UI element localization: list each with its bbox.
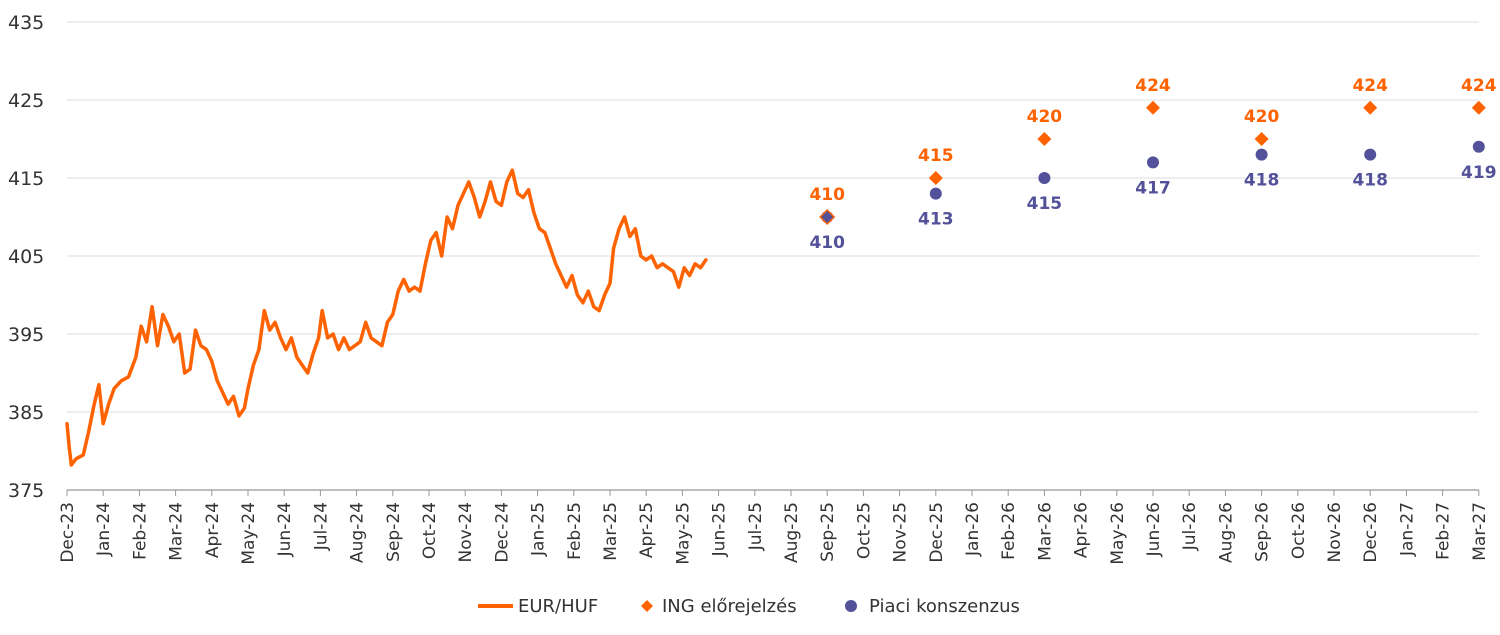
legend-label-ing: ING előrejelzés <box>662 596 797 617</box>
x-tick-label-Apr-24: Apr-24 <box>203 502 223 558</box>
ing-point-Sep-25 <box>819 208 836 226</box>
x-tick-label-Jan-26: Jan-26 <box>963 502 983 557</box>
x-tick-label-Jun-26: Jun-26 <box>1144 502 1164 557</box>
ing-label-Sep-25: 410 <box>809 185 845 205</box>
consensus-point-Mar-26 <box>1038 172 1051 184</box>
x-tick-label-Nov-25: Nov-25 <box>891 502 911 563</box>
ing-label-Dec-25: 415 <box>918 146 954 166</box>
ing-point-Sep-26 <box>1254 132 1269 146</box>
x-tick-label-Nov-26: Nov-26 <box>1325 502 1345 563</box>
ing-label-Mar-26: 420 <box>1027 107 1063 127</box>
x-tick-label-Jun-25: Jun-25 <box>710 502 730 557</box>
x-tick-label-Feb-25: Feb-25 <box>565 502 585 560</box>
y-tick-label-395: 395 <box>8 324 44 346</box>
eurhuf-line <box>65 168 708 467</box>
x-tick-label-Jan-25: Jan-25 <box>529 502 549 557</box>
x-tick-label-Apr-25: Apr-25 <box>637 502 657 558</box>
ing-point-Mar-26 <box>1037 132 1052 146</box>
x-tick-label-Sep-24: Sep-24 <box>384 502 404 562</box>
x-tick-label-Jul-25: Jul-25 <box>746 502 766 551</box>
x-tick-label-Oct-26: Oct-26 <box>1289 502 1309 559</box>
x-tick-label-Aug-25: Aug-25 <box>782 502 802 563</box>
ing-label-Sep-26: 420 <box>1244 107 1280 127</box>
consensus-label-Dec-26: 418 <box>1352 171 1388 191</box>
x-tick-label-Sep-26: Sep-26 <box>1253 502 1273 562</box>
x-tick-label-Jan-24: Jan-24 <box>94 502 114 557</box>
consensus-point-Jun-26 <box>1147 156 1159 169</box>
plot-area <box>65 100 1486 467</box>
y-tick-label-385: 385 <box>8 402 44 424</box>
x-tick-label-Dec-24: Dec-24 <box>492 502 512 563</box>
x-tick-label-Jul-24: Jul-24 <box>311 502 331 551</box>
x-tick-label-May-25: May-25 <box>673 502 693 565</box>
x-tick-label-Dec-23: Dec-23 <box>58 502 78 563</box>
ing-label-Mar-27: 424 <box>1461 76 1497 96</box>
y-tick-label-415: 415 <box>8 168 44 190</box>
x-tick-label-Mar-26: Mar-26 <box>1035 502 1055 561</box>
legend-swatch-ing <box>641 600 653 612</box>
ing-point-Dec-25 <box>928 171 943 185</box>
x-tick-label-Oct-25: Oct-25 <box>854 502 874 559</box>
consensus-label-Mar-27: 419 <box>1461 163 1497 183</box>
y-tick-label-435: 435 <box>8 12 44 34</box>
x-tick-label-Oct-24: Oct-24 <box>420 502 440 559</box>
consensus-point-Mar-27 <box>1472 140 1485 153</box>
x-tick-label-May-24: May-24 <box>239 502 259 565</box>
x-tick-label-Dec-25: Dec-25 <box>927 502 947 563</box>
ing-point-Mar-27 <box>1471 100 1486 115</box>
x-tick-label-Aug-26: Aug-26 <box>1216 502 1236 563</box>
consensus-label-Jun-26: 417 <box>1135 178 1171 198</box>
legend-label-consensus: Piaci konszenzus <box>869 596 1020 617</box>
x-axis: Dec-23 Jan-24 Feb-24 Mar-24 Apr-24 May-24 Jun-… <box>58 489 1490 565</box>
consensus-point-Sep-26 <box>1255 148 1268 161</box>
gridlines <box>67 21 1479 413</box>
y-tick-label-405: 405 <box>8 246 44 268</box>
y-axis: 375 385 395 405 415 425 435 <box>8 12 44 502</box>
x-tick-label-Apr-26: Apr-26 <box>1072 502 1092 558</box>
x-tick-label-Nov-24: Nov-24 <box>456 502 476 563</box>
legend-label-eurhuf: EUR/HUF <box>518 596 598 617</box>
ing-point-Jun-26 <box>1146 100 1160 115</box>
x-tick-label-Mar-27: Mar-27 <box>1470 502 1490 561</box>
x-tick-label-Feb-26: Feb-26 <box>999 502 1019 560</box>
x-tick-label-Mar-24: Mar-24 <box>167 502 187 561</box>
ing-point-Dec-26 <box>1363 100 1378 115</box>
y-tick-label-425: 425 <box>8 90 44 112</box>
x-tick-label-Jan-27: Jan-27 <box>1397 502 1417 557</box>
consensus-point-Dec-25 <box>929 187 942 200</box>
x-tick-label-Aug-24: Aug-24 <box>348 502 368 563</box>
consensus-label-Dec-25: 413 <box>918 210 954 230</box>
x-tick-label-Feb-27: Feb-27 <box>1434 502 1454 560</box>
legend-swatch-consensus <box>845 600 857 612</box>
x-tick-label-Mar-25: Mar-25 <box>601 502 621 561</box>
x-tick-label-May-26: May-26 <box>1108 502 1128 565</box>
x-tick-label-Jun-24: Jun-24 <box>275 502 295 557</box>
consensus-label-Mar-26: 415 <box>1027 194 1063 214</box>
ing-label-Jun-26: 424 <box>1135 76 1171 96</box>
consensus-label-Sep-25: 410 <box>809 233 845 253</box>
consensus-point-Dec-26 <box>1364 148 1377 161</box>
consensus-label-Sep-26: 418 <box>1244 171 1280 191</box>
data-labels: 410 413 415 417 418 418 419 410 415 420 424 420 424 4… <box>809 76 1496 253</box>
ing-label-Dec-26: 424 <box>1352 76 1388 96</box>
x-tick-label-Jul-26: Jul-26 <box>1180 502 1200 551</box>
x-tick-label-Sep-25: Sep-25 <box>818 502 838 562</box>
y-tick-label-375: 375 <box>8 480 44 502</box>
x-tick-label-Feb-24: Feb-24 <box>130 502 150 560</box>
x-tick-label-Dec-26: Dec-26 <box>1361 502 1381 563</box>
legend: EUR/HUF ING előrejelzés Piaci konszenzus <box>478 596 1020 617</box>
